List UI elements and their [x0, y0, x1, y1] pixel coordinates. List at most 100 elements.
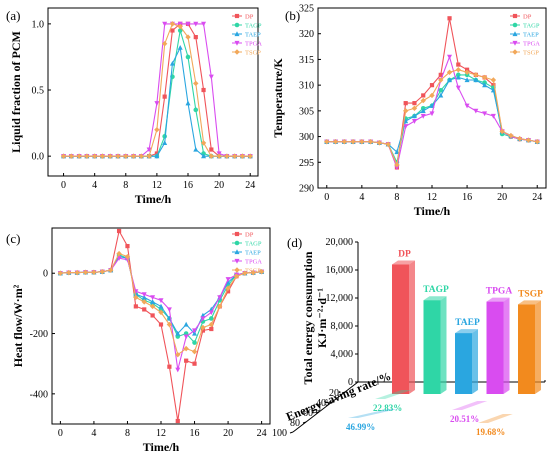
data-point [447, 16, 452, 21]
panel-a: 0 4 8 12 16 20 24 0.0 0.5 1.0 Time/h Liquid fractio… [6, 7, 262, 206]
depth-tick-label: 100 [272, 428, 287, 439]
x-tick-label: 16 [462, 192, 472, 203]
x-tick-label: 20 [497, 192, 507, 203]
panel-b: 0 4 8 12 16 20 24 290 295 300 305 310 315 320 325 Time/… [271, 4, 547, 218]
data-point [429, 92, 435, 99]
series-tsgp [60, 21, 253, 159]
data-point [242, 270, 248, 276]
series-line-tpga [63, 23, 251, 157]
legend-marker [234, 22, 240, 28]
bar-front [392, 264, 409, 394]
saving-rate-label: 46.99% [346, 422, 375, 432]
bar-top [455, 329, 478, 334]
data-point [490, 77, 497, 83]
data-point [208, 153, 215, 159]
legend-marker [512, 49, 518, 55]
data-point [208, 310, 214, 316]
data-point [225, 277, 231, 282]
legend-marker [512, 31, 518, 37]
depth-tick-label: 60 [303, 408, 313, 419]
series-line-tagp [326, 74, 538, 165]
legend-label: TSGP [245, 267, 261, 274]
data-point [429, 111, 435, 117]
data-point [125, 243, 130, 249]
data-point [455, 85, 461, 91]
data-point [411, 105, 418, 111]
data-point [162, 140, 168, 146]
data-point [201, 21, 207, 27]
x-tick-label: 4 [91, 428, 96, 439]
x-axis-label: Time/h [414, 204, 451, 218]
y-tick-label: 0.5 [32, 86, 45, 97]
data-point [490, 87, 496, 93]
data-point [76, 153, 82, 159]
data-point [464, 103, 470, 109]
data-point [154, 153, 160, 159]
z-tick-label: 0 [348, 377, 353, 388]
legend-label: DP [523, 13, 532, 20]
saving-slab [478, 414, 513, 423]
data-point [411, 113, 417, 119]
data-point [177, 23, 183, 30]
data-point [324, 139, 330, 145]
x-tick-label: 16 [190, 428, 200, 439]
depth-tick-label: 40 [316, 398, 326, 409]
x-tick-label: 24 [245, 180, 255, 191]
data-point [481, 74, 488, 81]
legend-marker [512, 13, 518, 19]
y-tick-label: 325 [299, 4, 314, 15]
data-point [183, 321, 189, 327]
data-point [142, 307, 147, 312]
x-tick-label: 24 [257, 428, 267, 439]
legend-marker [234, 13, 240, 19]
x-tick-label: 0 [61, 180, 66, 191]
bar-top [392, 260, 415, 265]
data-point [183, 334, 189, 340]
data-point [184, 358, 189, 363]
data-point [82, 269, 89, 276]
data-point [394, 165, 400, 171]
data-point [175, 351, 181, 358]
data-point [124, 257, 130, 263]
data-point [154, 101, 160, 106]
y-tick-label: 300 [299, 132, 314, 143]
z-tick-label: 12,000 [326, 293, 354, 304]
legend-marker [512, 22, 518, 28]
data-point [150, 295, 156, 301]
data-point [217, 295, 223, 301]
y-tick-label: 1.0 [32, 19, 45, 30]
data-point [332, 139, 339, 145]
data-point [133, 294, 139, 301]
data-point [191, 348, 198, 355]
bar-category-label: DP [398, 250, 411, 260]
legend-label: TAEP [523, 31, 539, 38]
x-tick-label: 8 [125, 428, 130, 439]
legend-label: DP [245, 231, 254, 238]
depth-tick-label: 20 [329, 388, 339, 399]
y-axis-label: Liquid fraction of PCM [9, 31, 23, 153]
data-point [231, 153, 238, 159]
data-point [166, 321, 173, 328]
y-tick-label: -200 [30, 329, 48, 340]
legend-marker [234, 231, 240, 237]
data-point [146, 147, 152, 153]
bar-front [486, 301, 504, 394]
legend: DP TAGP TAEP TPGA TSGP [232, 13, 262, 56]
data-point [367, 139, 374, 145]
bar-taep: TAEP [455, 318, 480, 394]
bar-side [440, 296, 447, 394]
bar-front [423, 300, 441, 394]
data-point [192, 328, 198, 334]
panel-d: (d) 0 4,000 8,000 12,000 16,000 20,000 Total en… [272, 235, 546, 439]
data-point [185, 100, 191, 106]
saving-rate-taep: 46.99% [346, 409, 398, 432]
y-tick-label: -400 [30, 389, 48, 400]
x-tick-label: 4 [359, 192, 364, 203]
data-point [149, 303, 156, 310]
data-point [250, 269, 256, 276]
data-point [130, 153, 137, 159]
legend-marker [234, 40, 240, 46]
data-point [491, 83, 496, 88]
data-point [185, 34, 191, 40]
saving-slab [375, 390, 412, 399]
